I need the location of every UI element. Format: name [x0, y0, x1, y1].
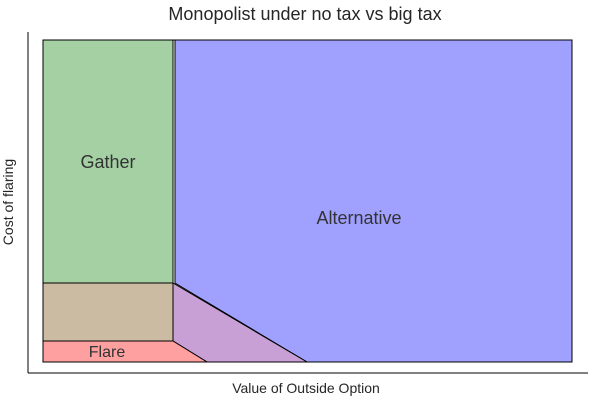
- label-alternative: Alternative: [316, 208, 401, 228]
- region-alternative: [174, 39, 573, 363]
- y-axis-label: Cost of flaring: [0, 159, 16, 245]
- x-axis-label: Value of Outside Option: [232, 380, 380, 396]
- label-flare: Flare: [89, 344, 126, 361]
- diagram-title: Monopolist under no tax vs big tax: [168, 4, 441, 24]
- region-frame: [42, 39, 573, 363]
- label-gather: Gather: [80, 152, 135, 172]
- region-mixed-gather-flare: [42, 282, 174, 342]
